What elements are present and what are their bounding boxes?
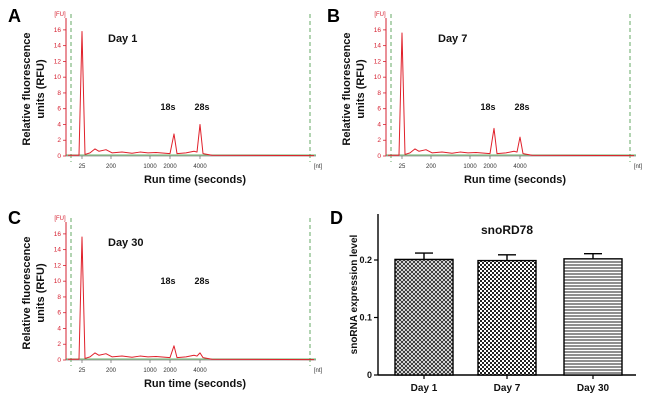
y-tick-label: 16 — [54, 27, 62, 34]
y-axis-title-line-1: Relative fluorescence — [341, 32, 353, 145]
panel-letter-d: D — [330, 208, 343, 228]
y-tick-label: 0 — [57, 153, 61, 160]
y-tick-label: 16 — [54, 231, 62, 238]
y-unit-label: [FU] — [374, 12, 386, 18]
y-axis-title: snoRNA expression level — [349, 234, 360, 354]
x-tick-label: 25 — [79, 368, 86, 374]
y-tick-label: 2 — [377, 137, 381, 144]
x-unit-label: [nt] — [634, 164, 643, 170]
x-tick-label: Day 1 — [411, 383, 438, 394]
x-axis-title: Run time (seconds) — [144, 378, 246, 390]
chart-title: snoRD78 — [481, 223, 533, 237]
y-tick-label: 4 — [57, 121, 61, 128]
y-tick-label: 8 — [57, 294, 61, 301]
y-tick-label: 0 — [57, 357, 61, 364]
peak-label-28s: 28s — [194, 276, 209, 286]
y-tick-label: 14 — [54, 247, 62, 254]
y-tick-label: 16 — [374, 27, 382, 34]
y-tick-label: 10 — [54, 74, 62, 81]
y-tick-label: 0.2 — [359, 255, 372, 265]
x-tick-label: Day 30 — [577, 383, 610, 394]
y-axis-title-line-2: units (RFU) — [35, 263, 47, 323]
y-tick-label: 2 — [57, 341, 61, 348]
y-tick-label: 4 — [377, 121, 381, 128]
bar-chart-snord78: 0 0.1 0.2 Day 1 Day 7 Day 30 snoRD78 snoRNA exp… — [349, 214, 636, 394]
panel-title: Day 30 — [108, 237, 143, 249]
x-axis-title: Run time (seconds) — [464, 174, 566, 186]
x-axis-title: Run time (seconds) — [144, 174, 246, 186]
y-tick-label: 0.1 — [359, 313, 372, 323]
x-tick-label: 25 — [79, 164, 86, 170]
bar-day-30 — [563, 258, 623, 376]
x-tick-label: 1000 — [143, 368, 157, 374]
x-tick-label: 1000 — [463, 164, 477, 170]
panel-title: Day 7 — [438, 33, 467, 45]
y-tick-label: 14 — [374, 43, 382, 50]
y-axis-title-line-2: units (RFU) — [355, 59, 367, 119]
y-tick-label: 8 — [57, 90, 61, 97]
x-tick-label: 2000 — [163, 164, 177, 170]
x-tick-label: 200 — [426, 164, 437, 170]
electropherogram-day-30: [FU] 0 2 4 6 8 10 12 14 16 25 200 1000 2000 4000 [nt] Da… — [21, 216, 322, 390]
x-tick-label: Day 7 — [494, 383, 521, 394]
y-axis-title-line-2: units (RFU) — [35, 59, 47, 119]
x-tick-label: 4000 — [193, 368, 207, 374]
peak-label-18s: 18s — [160, 102, 175, 112]
panel-letter-a: A — [8, 6, 21, 26]
electropherogram-day-1: [FU] 0 2 4 6 8 10 12 14 16 25 200 1000 2000 4000 [nt] Da… — [21, 12, 322, 186]
panel-letter-c: C — [8, 208, 21, 228]
peak-label-18s: 18s — [160, 276, 175, 286]
electropherogram-trace — [388, 32, 635, 157]
y-tick-label: 0 — [367, 370, 372, 380]
x-tick-label: 200 — [106, 368, 117, 374]
y-tick-label: 12 — [374, 58, 382, 65]
y-tick-label: 0 — [377, 153, 381, 160]
panel-title: Day 1 — [108, 33, 137, 45]
y-tick-label: 6 — [57, 106, 61, 113]
panel-letter-b: B — [327, 6, 340, 26]
y-tick-label: 6 — [57, 310, 61, 317]
electropherogram-trace — [68, 30, 315, 157]
x-tick-label: 2000 — [163, 368, 177, 374]
x-unit-label: [nt] — [314, 164, 323, 170]
x-tick-label: 4000 — [193, 164, 207, 170]
y-axis-title-line-1: Relative fluorescence — [21, 32, 33, 145]
peak-label-18s: 18s — [480, 102, 495, 112]
x-unit-label: [nt] — [314, 368, 323, 374]
x-tick-label: 2000 — [483, 164, 497, 170]
y-tick-label: 12 — [54, 262, 62, 269]
x-tick-label: 200 — [106, 164, 117, 170]
x-tick-label: 4000 — [513, 164, 527, 170]
electropherogram-trace — [68, 236, 315, 361]
bar-day-1 — [394, 258, 454, 376]
electropherogram-day-7: [FU] 0 2 4 6 8 10 12 14 16 25 200 1000 2000 4000 [nt] Da… — [341, 12, 642, 186]
peak-label-28s: 28s — [514, 102, 529, 112]
y-axis-title-line-1: Relative fluorescence — [21, 236, 33, 349]
y-tick-label: 4 — [57, 325, 61, 332]
y-unit-label: [FU] — [54, 216, 66, 222]
bar-day-7 — [477, 259, 537, 376]
x-tick-label: 25 — [399, 164, 406, 170]
peak-label-28s: 28s — [194, 102, 209, 112]
x-tick-label: 1000 — [143, 164, 157, 170]
y-tick-label: 2 — [57, 137, 61, 144]
y-tick-label: 6 — [377, 106, 381, 113]
y-tick-label: 8 — [377, 90, 381, 97]
y-tick-label: 12 — [54, 58, 62, 65]
y-tick-label: 14 — [54, 43, 62, 50]
y-tick-label: 10 — [374, 74, 382, 81]
y-tick-label: 10 — [54, 278, 62, 285]
y-unit-label: [FU] — [54, 12, 66, 18]
